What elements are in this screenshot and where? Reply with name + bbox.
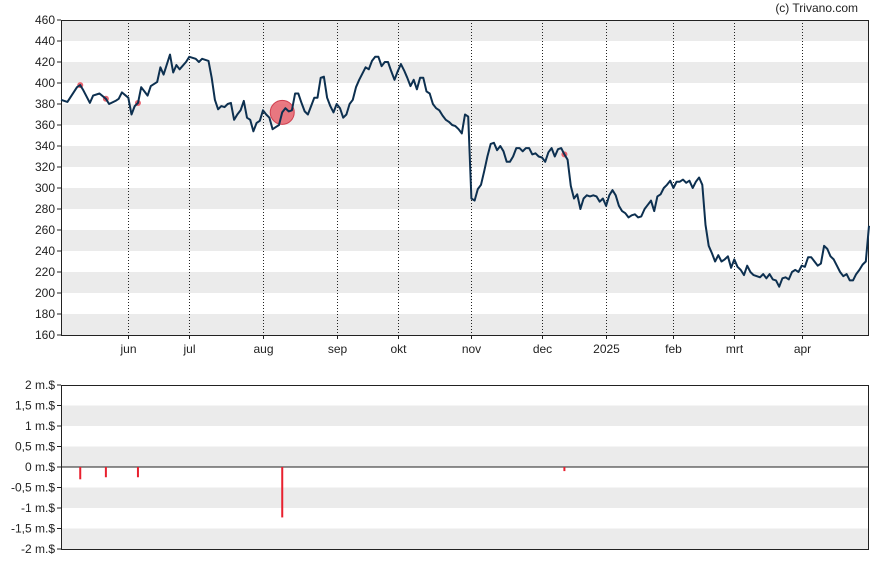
x-tick-label: jun bbox=[119, 342, 136, 356]
insider-transactions-chart: 2 m.$ 1,5 m.$ 1 m.$ 0,5 m.$ 0 m.$ -0,5 m.$ -1 … bbox=[11, 378, 869, 556]
y-tick-label: 440 bbox=[35, 34, 55, 48]
y-tick-label: 1 m.$ bbox=[25, 419, 55, 433]
y-tick-label: 380 bbox=[35, 97, 55, 111]
y-tick-label: -2 m.$ bbox=[21, 542, 55, 556]
x-tick-label: apr bbox=[794, 342, 811, 356]
grid-band bbox=[61, 20, 869, 41]
y-tick-label: 180 bbox=[35, 307, 55, 321]
y-tick-label: 1,5 m.$ bbox=[15, 399, 55, 413]
copyright-label: (c) Trivano.com bbox=[775, 1, 858, 15]
grid-band bbox=[61, 487, 869, 508]
grid-band bbox=[61, 188, 869, 209]
y-tick-label: 2 m.$ bbox=[25, 378, 55, 392]
y-tick-label: -1 m.$ bbox=[21, 501, 55, 515]
grid-band bbox=[61, 446, 869, 467]
grid-band bbox=[61, 272, 869, 293]
price-line bbox=[60, 53, 870, 288]
y-tick-label: 240 bbox=[35, 244, 55, 258]
x-tick-label: okt bbox=[390, 342, 407, 356]
y-tick-label: 160 bbox=[35, 328, 55, 342]
x-tick-label: jul bbox=[182, 342, 195, 356]
y-tick-label: 280 bbox=[35, 202, 55, 216]
y-tick-label: 200 bbox=[35, 286, 55, 300]
y-tick-label: 460 bbox=[35, 13, 55, 27]
x-tick-label: dec bbox=[533, 342, 552, 356]
grid-band bbox=[61, 405, 869, 426]
plot-frame bbox=[61, 20, 869, 336]
x-tick-label: sep bbox=[328, 342, 348, 356]
y-tick-label: 420 bbox=[35, 55, 55, 69]
grid-band bbox=[61, 230, 869, 251]
y-tick-label: 300 bbox=[35, 181, 55, 195]
y-tick-label: 220 bbox=[35, 265, 55, 279]
price-chart: jun jul aug sep okt nov dec 2025 feb mrt apr 160 180… bbox=[35, 13, 870, 356]
plot-frame bbox=[61, 385, 869, 550]
x-tick-label: 2025 bbox=[593, 342, 620, 356]
y-tick-label: 320 bbox=[35, 160, 55, 174]
y-tick-label: 0 m.$ bbox=[25, 460, 55, 474]
y-tick-label: 340 bbox=[35, 139, 55, 153]
x-tick-label: mrt bbox=[726, 342, 744, 356]
y-tick-label: -0,5 m.$ bbox=[11, 481, 55, 495]
grid-band bbox=[61, 314, 869, 335]
x-tick-label: feb bbox=[665, 342, 682, 356]
x-tick-label: nov bbox=[462, 342, 481, 356]
grid-band bbox=[61, 146, 869, 167]
x-tick-label: aug bbox=[253, 342, 273, 356]
y-tick-label: 360 bbox=[35, 118, 55, 132]
y-tick-label: 400 bbox=[35, 76, 55, 90]
grid-band bbox=[61, 528, 869, 549]
y-tick-label: 260 bbox=[35, 223, 55, 237]
y-tick-label: 0,5 m.$ bbox=[15, 440, 55, 454]
y-tick-label: -1,5 m.$ bbox=[11, 522, 55, 536]
